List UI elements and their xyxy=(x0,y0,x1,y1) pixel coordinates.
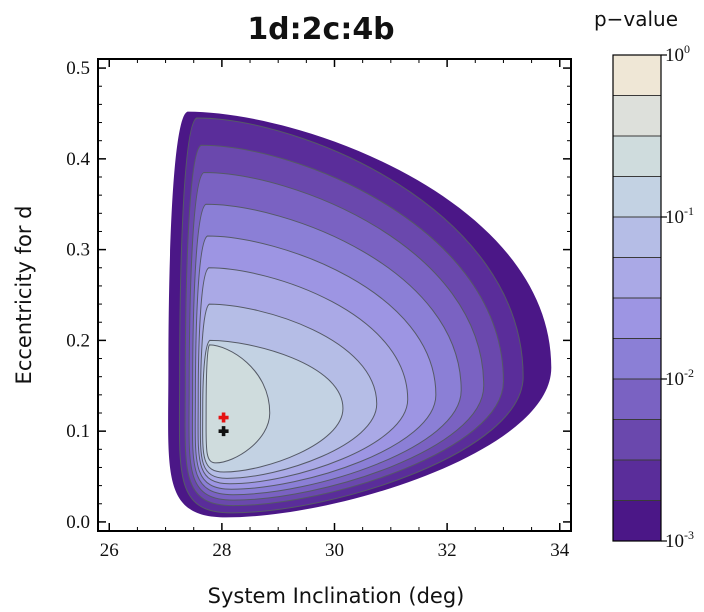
colorbar-tick-label: 100 xyxy=(665,42,690,66)
red-marker xyxy=(218,412,229,423)
colorbar-band xyxy=(612,135,662,177)
y-tick-label: 0.4 xyxy=(66,149,90,170)
x-tick-label: 32 xyxy=(438,540,457,561)
colorbar-title: p−value xyxy=(594,7,678,31)
colorbar-band xyxy=(612,378,662,420)
x-axis-label: System Inclination (deg) xyxy=(208,584,465,608)
y-axis-label: Eccentricity for d xyxy=(12,206,36,385)
colorbar-band xyxy=(612,216,662,258)
y-tick-label: 0.2 xyxy=(66,330,90,351)
colorbar-tick-label: 10-1 xyxy=(665,204,694,228)
colorbar-band xyxy=(612,297,662,339)
colorbar-tick-label: 10-3 xyxy=(665,528,694,552)
colorbar-band xyxy=(612,419,662,461)
y-tick-label: 0.3 xyxy=(66,240,90,261)
colorbar-band xyxy=(612,95,662,137)
y-tick-label: 0.5 xyxy=(66,58,90,79)
colorbar-band xyxy=(612,338,662,380)
colorbar-band xyxy=(612,500,662,542)
colorbar-band xyxy=(612,176,662,218)
colorbar-band xyxy=(612,54,662,96)
chart-title: 1d:2c:4b xyxy=(247,12,394,47)
x-tick-label: 30 xyxy=(325,540,344,561)
x-tick-label: 34 xyxy=(550,540,570,561)
x-tick-label: 28 xyxy=(212,540,231,561)
colorbar-frame xyxy=(612,54,662,542)
y-tick-label: 0.0 xyxy=(66,512,90,533)
x-tick-label: 26 xyxy=(100,540,119,561)
colorbar-band xyxy=(612,459,662,501)
y-tick-label: 0.1 xyxy=(66,421,90,442)
black-marker xyxy=(218,426,229,437)
colorbar-tick-label: 10-2 xyxy=(665,366,694,390)
colorbar-band xyxy=(612,257,662,299)
